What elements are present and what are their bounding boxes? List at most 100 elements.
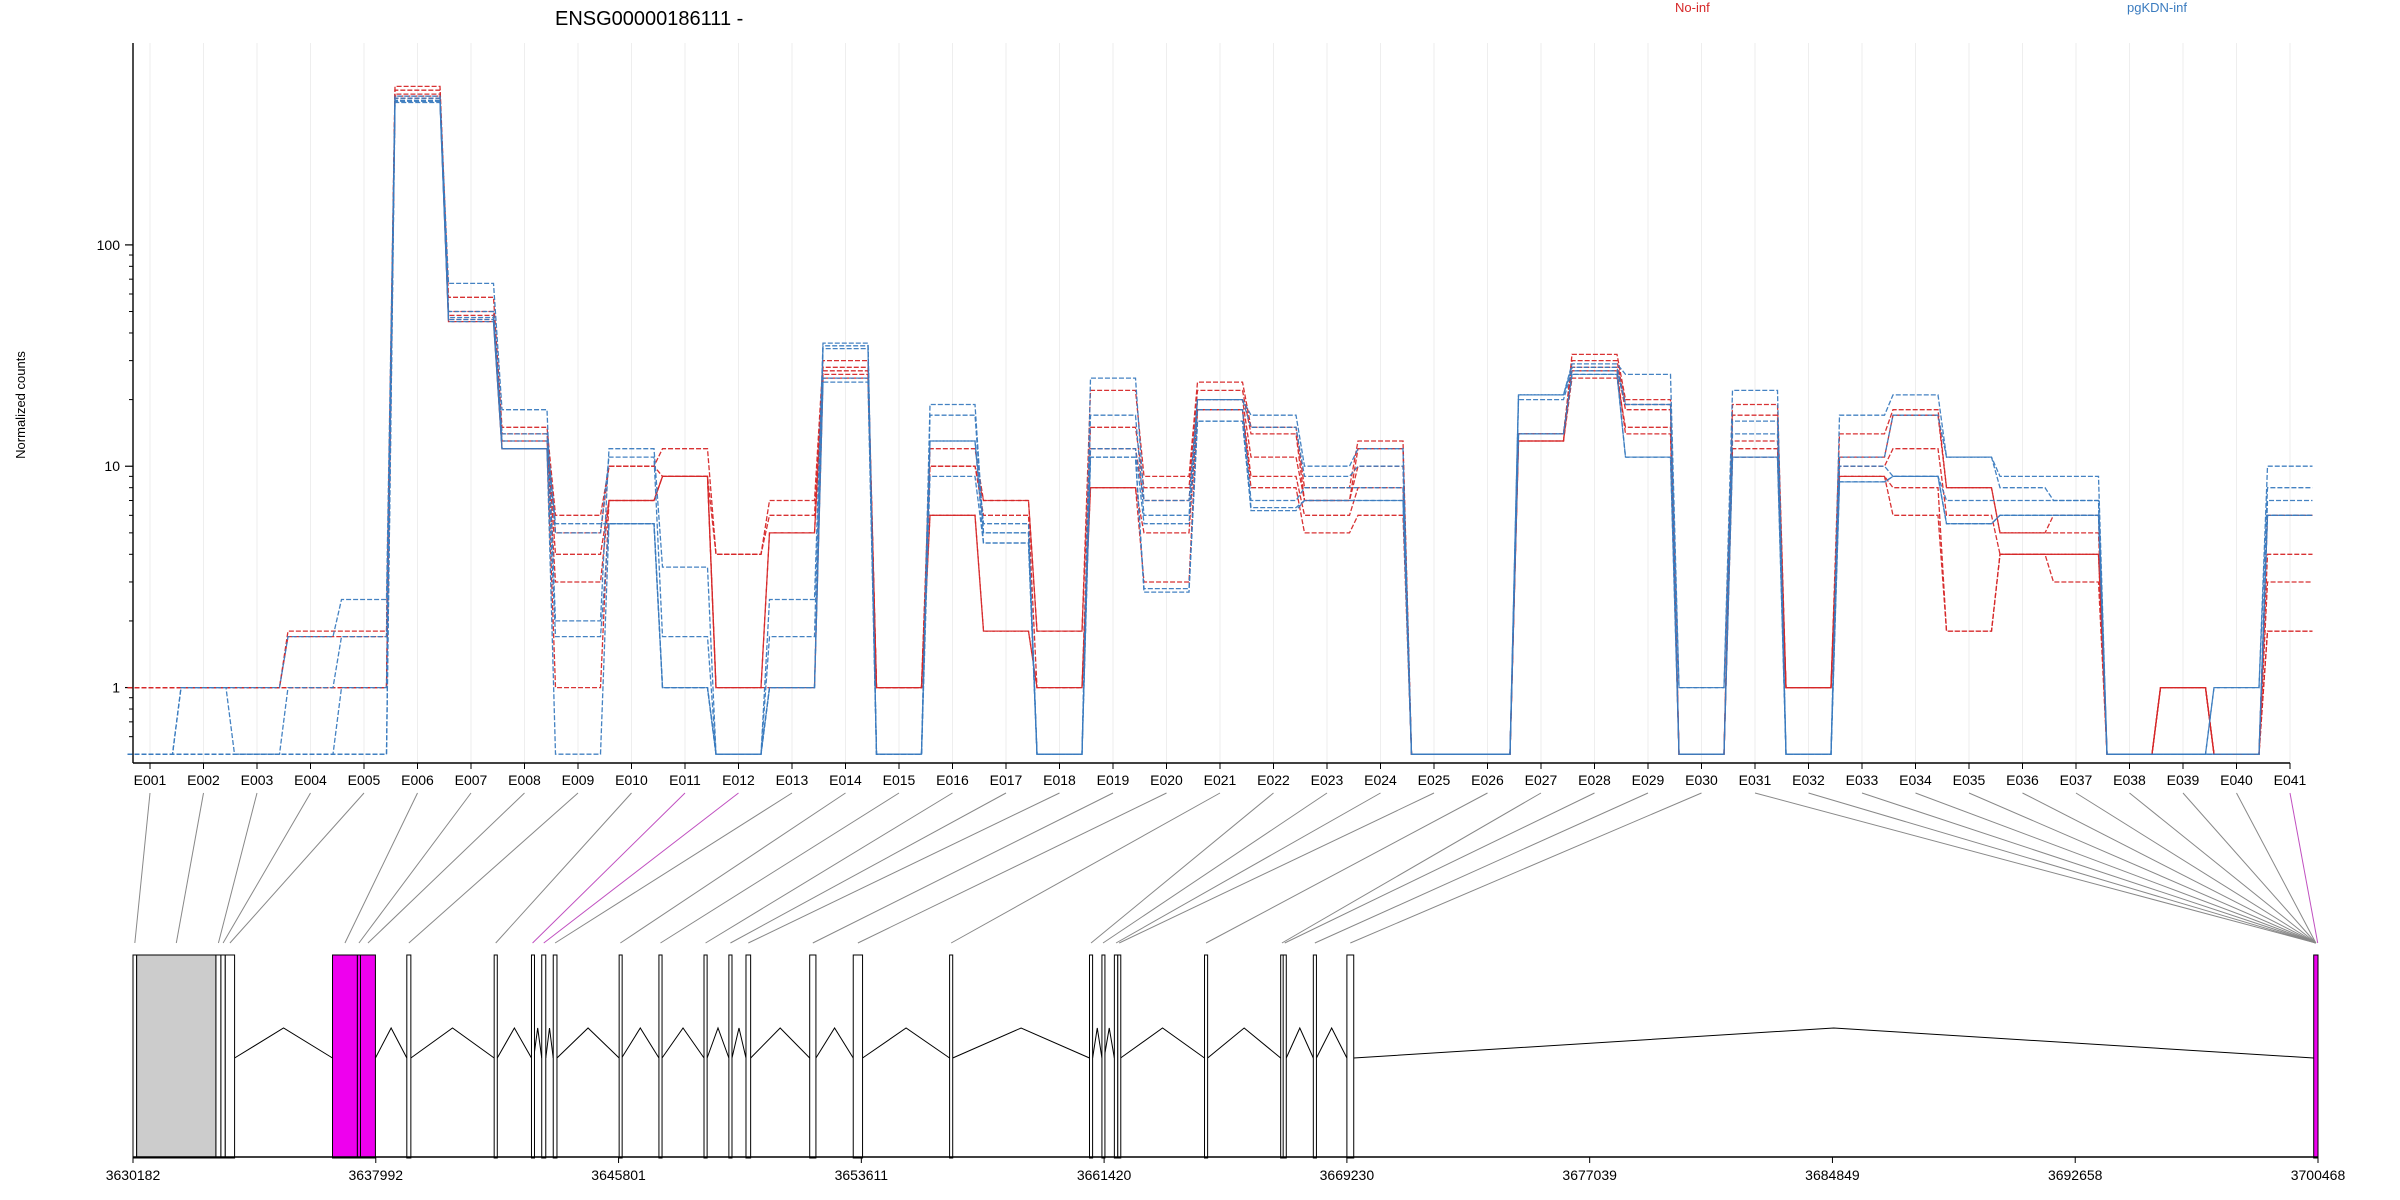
legend-label-pgkdn-inf: pgKDN-inf xyxy=(2127,0,2187,15)
x-tick-label-e033: E033 xyxy=(1846,772,1879,788)
connector-e002 xyxy=(175,792,204,944)
x-tick-label-e035: E035 xyxy=(1953,772,1986,788)
exon-e002 xyxy=(136,954,217,1159)
x-tick-label-e002: E002 xyxy=(187,772,220,788)
intron-line xyxy=(706,1026,730,1059)
exon-e021 xyxy=(949,954,954,1159)
x-tick-label-e037: E037 xyxy=(2060,772,2093,788)
connector-e009 xyxy=(408,792,579,944)
genomic-tick-label: 3684849 xyxy=(1805,1167,1860,1183)
genomic-tick-label: 3653611 xyxy=(835,1167,889,1183)
x-tick-label-e014: E014 xyxy=(829,772,862,788)
exon-e008 xyxy=(359,954,376,1159)
x-tick-label-e026: E026 xyxy=(1471,772,1504,788)
exon-e013 xyxy=(552,954,558,1159)
connector-e012 xyxy=(543,792,739,944)
gene-model-exons xyxy=(132,954,2319,1159)
intron-line xyxy=(1092,1027,1103,1059)
connector-e040 xyxy=(2236,792,2317,944)
connector-e030 xyxy=(1350,792,1702,944)
x-tick-label-e005: E005 xyxy=(348,772,381,788)
x-tick-label-e031: E031 xyxy=(1739,772,1772,788)
connector-e018 xyxy=(748,792,1060,944)
x-tick-label-e038: E038 xyxy=(2113,772,2146,788)
connector-e011 xyxy=(532,792,686,944)
connector-e006 xyxy=(344,792,418,944)
x-axis-ticks: E001 E002 E003 E004 E005 E006 E007 E008 E009 E010… xyxy=(134,763,2307,788)
x-tick-label-e039: E039 xyxy=(2167,772,2200,788)
exon-e010 xyxy=(493,954,498,1159)
x-tick-label-e036: E036 xyxy=(2006,772,2039,788)
connector-e023 xyxy=(1102,792,1328,944)
series-line-pgkdn-inf-5 xyxy=(127,95,2313,755)
x-tick-label-e010: E010 xyxy=(615,772,648,788)
exon-e031 xyxy=(2313,954,2319,1159)
x-tick-label-e001: E001 xyxy=(134,772,167,788)
exon-connectors xyxy=(134,792,2319,944)
intron-line xyxy=(1120,1027,1205,1059)
connector-e021 xyxy=(950,792,1221,944)
intron-line xyxy=(862,1027,950,1059)
x-tick-label-e018: E018 xyxy=(1043,772,1076,788)
series-line-pgkdn-inf-9 xyxy=(127,101,2313,755)
connector-e038 xyxy=(2129,792,2317,944)
genomic-tick-label: 3645801 xyxy=(591,1167,646,1183)
connector-e007 xyxy=(358,792,472,944)
exon-e011 xyxy=(530,954,535,1159)
x-tick-label-e008: E008 xyxy=(508,772,541,788)
exon-e012 xyxy=(541,954,547,1159)
exon-e020 xyxy=(852,954,864,1159)
intron-line xyxy=(731,1027,747,1059)
intron-line xyxy=(661,1027,705,1059)
y-tick-label: 100 xyxy=(97,237,121,253)
x-tick-label-e032: E032 xyxy=(1792,772,1825,788)
connector-e019 xyxy=(812,792,1114,944)
x-tick-label-e030: E030 xyxy=(1685,772,1718,788)
exon-e001 xyxy=(132,954,138,1159)
intron-line xyxy=(410,1027,495,1059)
genomic-tick-label: 3700468 xyxy=(2291,1167,2346,1183)
x-tick-label-e006: E006 xyxy=(401,772,434,788)
connector-e022 xyxy=(1090,792,1274,944)
chart-title: ENSG00000186111 - xyxy=(555,8,743,30)
x-tick-label-e003: E003 xyxy=(241,772,274,788)
y-axis-ticks: 1 10 100 xyxy=(97,237,133,755)
connector-e003 xyxy=(217,792,258,944)
y-tick-label: 10 xyxy=(104,458,120,474)
connector-e037 xyxy=(2075,792,2317,944)
x-tick-label-e019: E019 xyxy=(1097,772,1130,788)
x-tick-label-e013: E013 xyxy=(776,772,809,788)
exon-e023 xyxy=(1101,954,1106,1159)
connector-e041 xyxy=(2289,792,2319,944)
connector-e033 xyxy=(1861,792,2317,944)
exon-e017 xyxy=(728,954,733,1159)
x-tick-label-e024: E024 xyxy=(1364,772,1397,788)
intron-line xyxy=(496,1026,532,1059)
x-tick-label-e011: E011 xyxy=(669,772,701,788)
x-tick-label-e015: E015 xyxy=(883,772,916,788)
connector-e027 xyxy=(1281,792,1542,944)
exon-e025 xyxy=(1117,954,1122,1159)
y-axis-label: Normalized counts xyxy=(13,351,28,459)
intron-line xyxy=(621,1027,660,1059)
legend-label-no-inf: No-inf xyxy=(1675,0,1710,15)
intron-line xyxy=(1285,1026,1314,1059)
x-tick-label-e040: E040 xyxy=(2220,772,2253,788)
x-tick-label-e007: E007 xyxy=(455,772,488,788)
exon-e015 xyxy=(658,954,663,1159)
x-tick-label-e041: E041 xyxy=(2274,772,2307,788)
x-tick-label-e020: E020 xyxy=(1150,772,1183,788)
intron-line xyxy=(952,1027,1090,1059)
intron-lines xyxy=(234,1026,2314,1059)
y-tick-label: 1 xyxy=(112,680,120,696)
x-tick-label-e029: E029 xyxy=(1632,772,1665,788)
connector-e032 xyxy=(1808,792,2316,944)
connector-e028 xyxy=(1284,792,1595,944)
genomic-axis-ticks: 3630182 3637992 3645801 3653611 3661420 36692… xyxy=(106,1157,2346,1183)
series-lines xyxy=(127,85,2313,755)
connector-e005 xyxy=(229,792,365,944)
intron-line xyxy=(234,1027,333,1059)
genomic-tick-label: 3692658 xyxy=(2048,1167,2103,1183)
connector-e015 xyxy=(660,792,900,944)
